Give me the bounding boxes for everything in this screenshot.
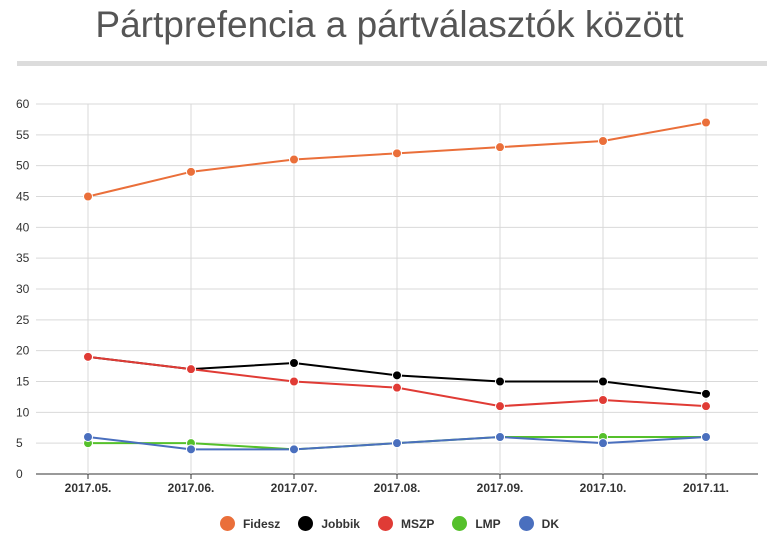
y-tick-label: 5 <box>16 436 23 450</box>
data-point-mszp <box>186 364 196 375</box>
x-tick-label: 2017.07. <box>271 481 318 495</box>
chart-title: Pártprefencia a pártválasztók között <box>95 4 684 45</box>
legend-item-mszp: MSZP <box>377 516 435 532</box>
data-point-dk <box>495 432 505 442</box>
y-tick-label: 25 <box>16 313 30 327</box>
x-tick-label: 2017.10. <box>580 481 627 495</box>
x-axis-ticks: 2017.05. 2017.06. 2017.07. 2017.08. 2017.09.… <box>65 481 729 495</box>
legend-item-dk: DK <box>518 516 560 532</box>
y-tick-label: 20 <box>16 344 30 358</box>
data-point-fidesz <box>701 117 711 128</box>
data-point-fidesz <box>392 148 402 159</box>
data-point-jobbik <box>495 376 505 387</box>
legend-label: LMP <box>475 516 501 531</box>
legend: Fidesz Jobbik MSZP LMP DK <box>0 516 779 532</box>
title-divider <box>17 61 767 66</box>
data-point-fidesz <box>495 142 505 153</box>
y-tick-label: 10 <box>16 405 30 419</box>
x-tick-label: 2017.06. <box>168 481 215 495</box>
legend-label: Fidesz <box>242 516 281 531</box>
legend-swatch <box>518 516 534 532</box>
legend-swatch <box>452 516 468 532</box>
y-tick-label: 50 <box>16 159 30 173</box>
series-points <box>83 117 711 455</box>
grid-lines <box>36 103 758 479</box>
data-point-fidesz <box>289 154 299 165</box>
legend-label: MSZP <box>400 516 435 531</box>
y-tick-label: 35 <box>16 251 30 265</box>
data-point-jobbik <box>289 358 299 368</box>
y-axis-ticks: 0 5 10 15 20 25 30 35 40 45 50 55 60 <box>16 97 30 481</box>
legend-item-jobbik: Jobbik <box>298 516 360 532</box>
legend-swatch <box>219 516 235 532</box>
legend-swatch <box>298 516 314 532</box>
data-point-mszp <box>598 395 608 405</box>
data-point-dk <box>598 438 608 449</box>
x-tick-label: 2017.09. <box>477 481 524 495</box>
data-point-fidesz <box>186 166 196 177</box>
data-point-jobbik <box>701 388 711 399</box>
y-tick-label: 15 <box>16 375 30 389</box>
y-tick-label: 0 <box>16 467 23 481</box>
legend-swatch <box>377 516 393 532</box>
data-point-jobbik <box>598 376 608 387</box>
data-point-dk <box>83 432 93 442</box>
x-tick-label: 2017.08. <box>374 481 421 495</box>
x-tick-label: 2017.11. <box>683 481 729 495</box>
legend-label: Jobbik <box>321 516 360 531</box>
data-point-fidesz <box>598 136 608 146</box>
data-point-dk <box>701 432 711 442</box>
data-point-mszp <box>495 401 505 412</box>
y-tick-label: 30 <box>16 282 30 296</box>
data-point-mszp <box>83 351 93 362</box>
legend-item-lmp: LMP <box>452 516 501 532</box>
data-point-jobbik <box>392 370 402 381</box>
data-point-dk <box>289 444 299 455</box>
data-point-fidesz <box>83 191 93 202</box>
y-tick-label: 55 <box>16 128 30 142</box>
y-tick-label: 60 <box>16 97 30 111</box>
data-point-mszp <box>701 401 711 412</box>
y-tick-label: 40 <box>16 220 30 234</box>
legend-item-fidesz: Fidesz <box>219 516 281 532</box>
y-tick-label: 45 <box>16 190 30 204</box>
x-tick-label: 2017.05. <box>65 481 112 495</box>
data-point-dk <box>392 438 402 449</box>
data-point-dk <box>186 444 196 455</box>
data-point-mszp <box>289 376 299 387</box>
data-point-mszp <box>392 382 402 393</box>
legend-label: DK <box>541 516 560 531</box>
